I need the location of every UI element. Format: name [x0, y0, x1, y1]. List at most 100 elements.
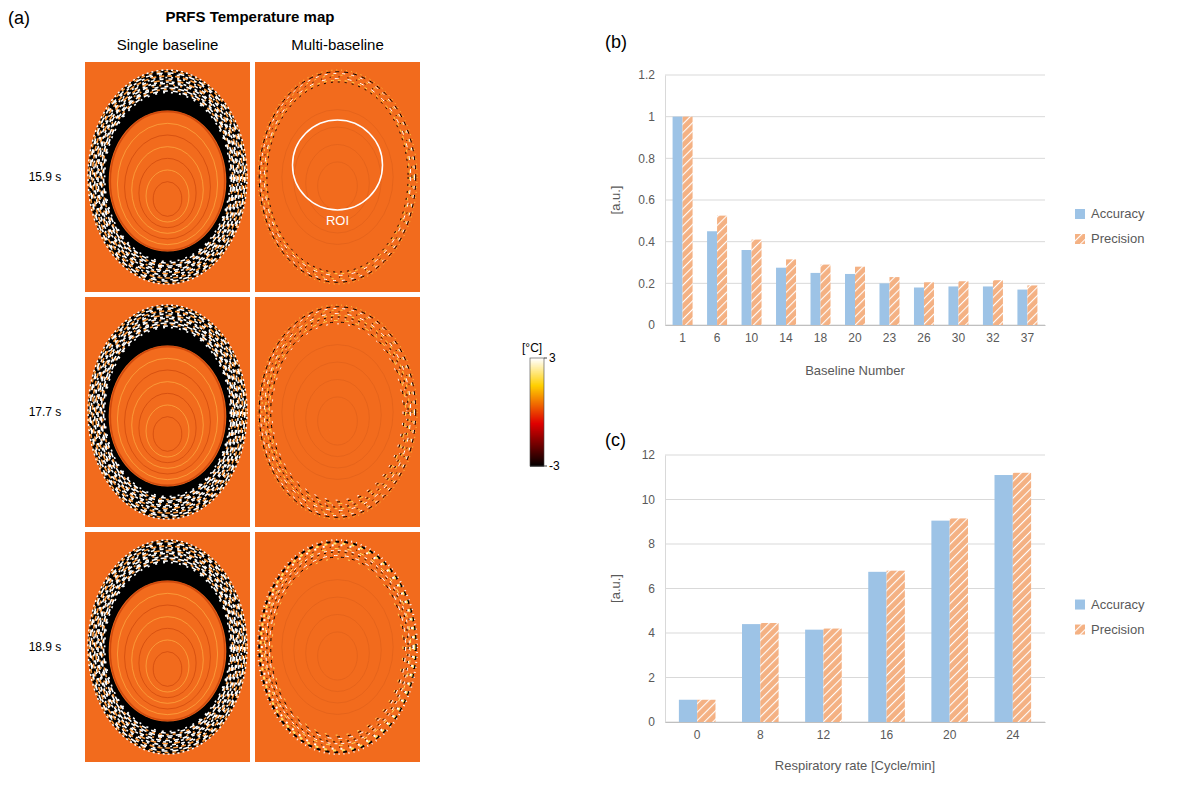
x-tick: 16 — [880, 722, 894, 742]
y-tick: 6 — [648, 582, 665, 596]
y-axis: 024681012 — [642, 448, 666, 729]
x-tick: 20 — [848, 325, 862, 345]
ring-texture — [271, 322, 405, 502]
bar — [1013, 473, 1031, 722]
y-tick-label: 0 — [648, 715, 655, 729]
ring-texture — [92, 76, 242, 278]
bars — [679, 473, 1031, 722]
map-background — [255, 297, 420, 527]
ring-texture — [105, 92, 231, 261]
ring-texture — [258, 305, 417, 519]
x-tick-label: 16 — [880, 728, 894, 742]
ring-texture — [100, 86, 235, 267]
bar — [958, 281, 968, 325]
legend-label: Precision — [1091, 231, 1144, 246]
ring-texture — [89, 71, 246, 282]
x-tick-label: 18 — [814, 331, 828, 345]
ring-texture — [96, 550, 239, 743]
x-axis-line — [666, 722, 1046, 723]
map-background — [255, 62, 420, 292]
ring-texture — [263, 312, 412, 512]
x-tick-label: 30 — [952, 331, 966, 345]
y-tick: 8 — [648, 537, 665, 551]
x-tick: 20 — [943, 722, 957, 742]
inner-region — [109, 345, 227, 486]
x-tick-label: 14 — [779, 331, 793, 345]
bar — [752, 240, 762, 325]
y-tick-label: 1.2 — [638, 68, 655, 82]
column-header: Single baseline — [117, 36, 219, 53]
bar — [845, 274, 855, 325]
ring-texture — [92, 311, 242, 513]
ring-texture — [95, 79, 241, 275]
ring-texture — [272, 559, 403, 735]
artifact-ring — [306, 379, 370, 456]
artifact-ring — [117, 358, 217, 479]
panel-letter: (b) — [605, 32, 627, 52]
ring-texture — [272, 324, 403, 500]
artifact-ring — [117, 123, 217, 244]
y-tick-label: 1 — [648, 110, 655, 124]
ring-texture — [101, 558, 233, 736]
artifact-ring — [139, 628, 196, 697]
colorbar-tick — [544, 358, 547, 359]
colorbar: [°C]-33 — [522, 341, 560, 473]
ring-texture — [97, 552, 238, 742]
bar — [889, 277, 899, 325]
temperature-map — [255, 532, 420, 762]
map-background — [85, 532, 250, 762]
grid-line — [665, 116, 1045, 117]
x-tick-label: 6 — [714, 331, 721, 345]
map-background — [85, 62, 250, 292]
legend: AccuracyPrecision — [1075, 597, 1145, 637]
ring-texture — [100, 556, 235, 737]
ring-texture — [97, 317, 238, 507]
roi-circle — [293, 120, 383, 210]
x-tick: 23 — [883, 325, 897, 345]
ring-texture — [259, 542, 415, 753]
roi-label: ROI — [326, 213, 349, 228]
legend: AccuracyPrecision — [1075, 206, 1145, 246]
x-tick-label: 26 — [917, 331, 931, 345]
legend-swatch — [1075, 234, 1085, 244]
x-tick-label: 12 — [817, 728, 831, 742]
x-tick-label: 37 — [1021, 331, 1035, 345]
artifact-ring — [153, 182, 182, 217]
artifact-ring — [294, 127, 381, 233]
ring-texture — [88, 540, 247, 754]
artifact-ring — [294, 597, 381, 703]
bar — [1027, 285, 1037, 325]
y-tick: 0 — [648, 318, 665, 332]
ring-texture — [95, 314, 241, 510]
artifact-ring — [318, 397, 358, 445]
artifact-ring — [146, 170, 189, 222]
ring-texture — [100, 321, 235, 502]
x-tick: 37 — [1021, 325, 1035, 345]
y-axis: 00.20.40.60.811.2 — [638, 68, 665, 332]
temperature-map — [255, 297, 420, 527]
artifact-ring — [132, 617, 204, 704]
x-tick: 30 — [952, 325, 966, 345]
bar — [879, 283, 889, 325]
artifact-ring — [282, 345, 393, 480]
ring-texture — [98, 83, 237, 270]
artifact-ring — [132, 147, 204, 234]
x-tick-label: 0 — [694, 728, 701, 742]
x-axis-line — [666, 325, 1046, 326]
artifact-ring — [294, 362, 381, 468]
inner-region — [109, 580, 227, 721]
outer-ring — [88, 305, 247, 519]
y-tick: 10 — [642, 493, 665, 507]
y-axis-line — [665, 76, 666, 326]
y-tick-label: 0.2 — [638, 277, 655, 291]
artifact-ring — [153, 417, 182, 452]
bar — [924, 282, 934, 325]
bar — [983, 286, 993, 325]
ring-texture — [90, 543, 245, 751]
ring-texture — [263, 547, 412, 747]
row-label: 15.9 s — [29, 170, 62, 184]
bar — [855, 267, 865, 325]
map-background — [85, 297, 250, 527]
x-tick: 24 — [1006, 722, 1020, 742]
artifact-ring — [318, 632, 358, 680]
